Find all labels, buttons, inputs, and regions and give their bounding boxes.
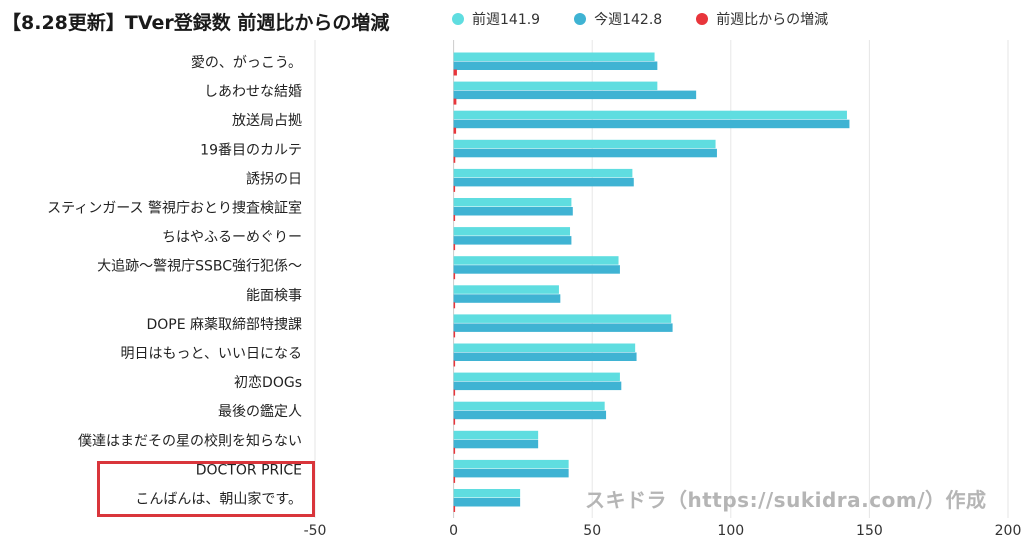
bar-prev-week	[453, 198, 572, 207]
category-label: 初恋DOGs	[234, 374, 302, 391]
legend-label-diff: 前週比からの増減	[716, 12, 829, 28]
bar-this-week	[453, 90, 697, 100]
category-label: 最後の鑑定人	[218, 403, 302, 420]
x-tick-label: 100	[717, 523, 744, 538]
category-label: 放送局占拠	[232, 113, 302, 129]
bar-prev-week	[453, 81, 658, 91]
legend-label-curr: 今週142.8	[594, 12, 663, 28]
highlight-box	[97, 461, 315, 517]
category-label: こんばんは、朝山家です。	[135, 491, 302, 508]
category-label: DOCTOR PRICE	[196, 462, 302, 478]
bar-change	[453, 506, 456, 512]
bar-change	[453, 185, 456, 192]
category-label: 誘拐の日	[246, 171, 302, 187]
category-label: 19番目のカルテ	[200, 142, 302, 158]
category-label: 僕達はまだその星の校則を知らない	[78, 432, 302, 449]
bar-prev-week	[453, 227, 571, 236]
bar-prev-week	[453, 256, 619, 265]
bar-this-week	[453, 207, 573, 216]
category-label: スティンガース 警視庁おとり捜査検証室	[47, 200, 302, 217]
category-label: ちはやふるーめぐりー	[162, 230, 302, 246]
bar-this-week	[453, 410, 607, 420]
x-tick-label: 0	[449, 523, 458, 538]
bar-prev-week	[453, 489, 521, 498]
bar-change	[453, 360, 456, 367]
category-label: 能面検事	[246, 288, 302, 304]
bar-prev-week	[453, 110, 847, 120]
x-tick-label: 200	[995, 523, 1022, 538]
legend-item-prev: 前週141.9	[452, 9, 540, 29]
bar-this-week	[453, 468, 569, 478]
bar-this-week	[453, 61, 658, 70]
legend-label-prev: 前週141.9	[472, 12, 541, 28]
bar-prev-week	[453, 401, 605, 411]
bar-this-week	[453, 177, 634, 187]
bar-prev-week	[453, 168, 633, 178]
bar-change	[453, 244, 456, 251]
bar-change	[453, 98, 457, 105]
bar-this-week	[453, 119, 850, 129]
x-tick-label: 150	[856, 523, 883, 538]
bar-prev-week	[453, 430, 539, 440]
category-label: しあわせな結婚	[204, 84, 302, 100]
bar-this-week	[453, 323, 673, 332]
legend-marker-diff	[696, 13, 709, 25]
legend: 前週141.9 今週142.8 前週比からの増減	[452, 9, 862, 29]
bar-change	[453, 215, 456, 221]
bar-change	[453, 476, 456, 483]
bar-change	[453, 273, 456, 280]
bar-this-week	[453, 381, 622, 391]
x-tick-label: -50	[304, 523, 327, 538]
legend-marker-curr	[574, 13, 587, 25]
category-label: 明日はもっと、いい日になる	[121, 346, 302, 362]
x-tick-label: 50	[583, 523, 601, 538]
bar-prev-week	[453, 285, 559, 294]
bar-this-week	[453, 294, 561, 303]
bar-prev-week	[453, 139, 716, 149]
bar-change	[453, 127, 457, 134]
bar-change	[453, 69, 457, 76]
bar-this-week	[453, 265, 620, 274]
credit-text: スキドラ（https://sukidra.com/）作成	[585, 488, 987, 512]
bar-this-week	[453, 236, 572, 245]
category-label: DOPE 麻薬取締部特捜課	[146, 316, 302, 333]
bar-this-week	[453, 439, 539, 449]
bar-change	[453, 418, 456, 425]
bar-this-week	[453, 352, 637, 361]
bar-change	[453, 447, 456, 454]
category-label: 大追跡〜警視庁SSBC強行犯係〜	[97, 259, 302, 275]
bar-change	[453, 156, 456, 163]
bar-change	[453, 302, 456, 309]
bar-change	[453, 331, 456, 338]
bar-change	[453, 389, 456, 396]
legend-marker-prev	[452, 13, 464, 25]
bar-prev-week	[453, 372, 620, 382]
bar-prev-week	[453, 52, 655, 61]
chart-title: 【8.28更新】TVer登録数 前週比からの増減	[2, 12, 390, 34]
bar-this-week	[453, 148, 717, 158]
legend-item-diff: 前週比からの増減	[696, 9, 828, 29]
bar-prev-week	[453, 314, 672, 323]
bar-prev-week	[453, 459, 569, 469]
legend-item-curr: 今週142.8	[574, 9, 662, 29]
bar-prev-week	[453, 343, 636, 352]
bar-this-week	[453, 498, 521, 507]
category-label: 愛の、がっこう。	[191, 55, 302, 71]
